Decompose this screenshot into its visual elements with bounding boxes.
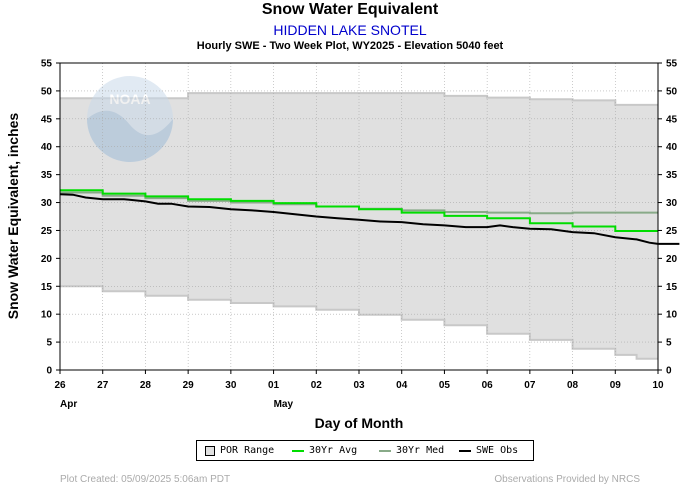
x-tick-label: 09: [610, 380, 622, 391]
station-name: HIDDEN LAKE SNOTEL: [273, 22, 427, 38]
y-tick-label-left: 35: [41, 170, 53, 181]
y-tick-label-left: 25: [41, 226, 53, 237]
x-tick-label: 01: [268, 380, 280, 391]
legend-item-obs: SWE Obs: [459, 445, 518, 456]
y-tick-label-left: 50: [41, 86, 53, 97]
legend-label: SWE Obs: [476, 445, 519, 456]
y-tick-label-right: 45: [666, 114, 678, 125]
por-min-edge: [60, 285, 658, 360]
y-tick-label-right: 20: [666, 254, 678, 265]
x-tick-label: 30: [225, 380, 237, 391]
month-label: Apr: [60, 399, 78, 410]
chart-title: Snow Water Equivalent: [261, 1, 439, 18]
x-tick-label: 07: [524, 380, 536, 391]
y-tick-label-left: 15: [41, 282, 53, 293]
y-tick-label-left: 5: [46, 338, 52, 349]
y-tick-label-right: 15: [666, 282, 678, 293]
x-tick-label: 28: [140, 380, 152, 391]
y-tick-label-left: 45: [41, 114, 53, 125]
svg-text:NOAA: NOAA: [109, 91, 150, 107]
y-tick-label-right: 50: [666, 86, 678, 97]
y-tick-label-right: 10: [666, 310, 678, 321]
y-tick-label-right: 0: [666, 366, 672, 377]
y-tick-label-left: 30: [41, 198, 53, 209]
legend-item-med: 30Yr Med: [379, 445, 444, 456]
y-tick-label-right: 30: [666, 198, 678, 209]
provider-note: Observations Provided by NRCS: [494, 474, 640, 485]
avg-line-swatch: [292, 449, 304, 452]
x-tick-label: 02: [311, 380, 323, 391]
y-tick-label-left: 0: [46, 366, 52, 377]
y-tick-label-right: 5: [666, 338, 672, 349]
y-tick-label-right: 55: [666, 59, 678, 70]
legend-label: POR Range: [220, 445, 275, 456]
x-tick-label: 06: [482, 380, 494, 391]
series-swe-observed: [59, 193, 680, 245]
y-tick-label-left: 10: [41, 310, 53, 321]
legend-item-avg: 30Yr Avg: [292, 445, 357, 456]
por-range-swatch: [205, 445, 215, 456]
legend-item-por: POR Range: [205, 445, 274, 456]
chart-subtitle: Hourly SWE - Two Week Plot, WY2025 - Ele…: [196, 40, 504, 52]
x-tick-label: 04: [396, 380, 408, 391]
x-tick-label: 03: [353, 380, 365, 391]
legend-label: 30Yr Med: [396, 445, 445, 456]
x-tick-label: 29: [183, 380, 195, 391]
y-tick-label-right: 25: [666, 226, 678, 237]
legend: POR Range 30Yr Avg 30Yr Med SWE Obs: [196, 440, 534, 461]
legend-label: 30Yr Avg: [309, 445, 358, 456]
y-axis-label: Snow Water Equivalent, inches: [5, 112, 21, 320]
x-tick-label: 26: [54, 380, 66, 391]
plot-created-note: Plot Created: 05/09/2025 5:06am PDT: [60, 474, 231, 485]
x-tick-label: 08: [567, 380, 579, 391]
med-line-swatch: [379, 449, 391, 452]
x-tick-label: 10: [652, 380, 664, 391]
x-tick-label: 27: [97, 380, 109, 391]
obs-line-swatch: [459, 449, 471, 452]
y-tick-label-left: 20: [41, 254, 53, 265]
month-label: May: [273, 399, 294, 410]
y-tick-label-right: 40: [666, 142, 678, 153]
y-tick-label-right: 35: [666, 170, 678, 181]
y-tick-label-left: 55: [41, 59, 53, 70]
x-axis-label: Day of Month: [314, 415, 404, 431]
y-tick-label-left: 40: [41, 142, 53, 153]
x-tick-label: 05: [439, 380, 451, 391]
series-30yr-average: [60, 189, 658, 232]
